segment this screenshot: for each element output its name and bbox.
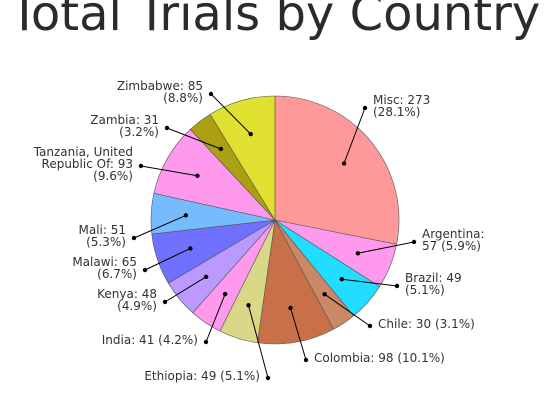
leader-line-misc	[343, 107, 366, 164]
leader-line-kenya	[164, 276, 207, 303]
slice-label-brazil: Brazil: 49 (5.1%)	[405, 271, 462, 297]
slice-label-ethiopia: Ethiopia: 49 (5.1%)	[144, 369, 260, 383]
slice-label-mali: Mali: 51 (5.3%)	[78, 223, 126, 249]
slice-label-line: Argentina:	[422, 227, 485, 241]
slice-label-line: Misc: 273	[373, 93, 430, 107]
leader-dot-brazil-inner	[339, 277, 344, 282]
leader-line-argentina	[357, 241, 415, 254]
leader-dot-zimbabwe-inner	[248, 131, 253, 137]
leader-dot-malawi-outer	[142, 267, 148, 273]
leader-dot-india-inner	[222, 291, 228, 297]
slice-label-line: Zambia: 31	[90, 113, 159, 127]
slice-label-line: (8.8%)	[163, 91, 203, 105]
slice-label-line: Malawi: 65	[72, 255, 137, 269]
leader-line-ethiopia	[248, 305, 269, 379]
leader-line-tanzania-united-republic-of	[140, 165, 198, 177]
leader-dot-kenya-inner	[203, 274, 209, 280]
slice-label-chile: Chile: 30 (3.1%)	[378, 317, 475, 331]
leader-dot-misc-inner	[341, 161, 347, 166]
slice-label-kenya: Kenya: 48 (4.9%)	[97, 287, 157, 313]
leader-dot-colombia-outer	[303, 357, 309, 363]
leader-dot-chile-inner	[322, 292, 327, 297]
slice-label-line: Kenya: 48	[97, 287, 157, 301]
leader-line-india	[205, 293, 226, 343]
slice-label-line: (9.6%)	[93, 169, 133, 183]
pie-slice-tanzania-united-republic-of	[153, 128, 276, 221]
slice-label-colombia: Colombia: 98 (10.1%)	[314, 351, 445, 365]
leader-dot-tanzania-united-republic-of-outer	[138, 163, 144, 169]
leader-dot-zambia-outer	[164, 125, 170, 131]
slice-label-line: (5.1%)	[405, 283, 445, 297]
slice-label-line: 57 (5.9%)	[422, 239, 481, 253]
slice-label-argentina: Argentina: 57 (5.9%)	[422, 227, 485, 253]
slice-label-line: (28.1%)	[373, 105, 420, 119]
slice-label-line: Mali: 51	[78, 223, 126, 237]
slice-label-line: Colombia: 98 (10.1%)	[314, 351, 445, 365]
slice-label-line: (3.2%)	[119, 125, 159, 139]
leader-line-zambia	[166, 127, 222, 150]
slice-label-line: Tanzania, United	[33, 145, 133, 159]
slice-label-line: (4.9%)	[117, 299, 157, 313]
leader-line-malawi	[144, 247, 191, 271]
leader-dot-zimbabwe-outer	[208, 91, 214, 97]
slice-label-zambia: Zambia: 31 (3.2%)	[90, 113, 159, 139]
slice-label-line: Republic Of: 93	[42, 157, 133, 171]
label-leaders	[131, 91, 417, 381]
slice-label-india: India: 41 (4.2%)	[102, 333, 198, 347]
pie-slice-misc	[274, 95, 400, 245]
leader-dot-ethiopia-inner	[246, 303, 251, 308]
slice-label-tanzania-united-republic-of: Tanzania, United Republic Of: 93 (9.6%)	[33, 145, 133, 183]
leader-dot-colombia-inner	[288, 305, 293, 311]
leader-dot-mali-inner	[183, 213, 189, 218]
slice-label-line: India: 41 (4.2%)	[102, 333, 198, 347]
leader-dot-chile-outer	[367, 323, 373, 329]
pie-slices	[150, 95, 400, 345]
leader-line-chile	[324, 293, 371, 327]
leader-dot-argentina-inner	[355, 251, 361, 256]
slice-label-line: Chile: 30 (3.1%)	[378, 317, 475, 331]
chart-title: Total Trials by Country	[9, 0, 541, 42]
leader-dot-misc-outer	[362, 105, 368, 111]
slice-label-line: (5.3%)	[86, 235, 126, 249]
slice-label-line: Ethiopia: 49 (5.1%)	[144, 369, 260, 383]
slice-label-misc: Misc: 273 (28.1%)	[373, 93, 430, 119]
leader-dot-tanzania-united-republic-of-inner	[195, 173, 200, 178]
slice-label-line: Brazil: 49	[405, 271, 462, 285]
leader-dot-india-outer	[203, 339, 209, 345]
leader-dot-mali-outer	[131, 235, 137, 241]
leader-line-zimbabwe	[210, 93, 252, 135]
leader-dot-ethiopia-outer	[265, 375, 271, 381]
leader-line-brazil	[341, 278, 398, 287]
slice-label-line: (6.7%)	[97, 267, 137, 281]
leader-line-colombia	[290, 307, 307, 361]
slice-label-zimbabwe: Zimbabwe: 85 (8.8%)	[117, 79, 203, 105]
leader-line-mali	[133, 214, 186, 239]
leader-dot-argentina-outer	[411, 239, 417, 245]
slice-label-line: Zimbabwe: 85	[117, 79, 203, 93]
leader-dot-zambia-inner	[218, 146, 224, 152]
leader-dot-kenya-outer	[162, 299, 168, 305]
slice-labels: Misc: 273 (28.1%) Argentina: 57 (5.9%) Brazi…	[33, 79, 485, 383]
slice-label-malawi: Malawi: 65 (6.7%)	[72, 255, 137, 281]
leader-dot-malawi-inner	[188, 246, 193, 251]
pie-slice-zimbabwe	[209, 95, 276, 222]
leader-dot-brazil-outer	[394, 283, 400, 289]
